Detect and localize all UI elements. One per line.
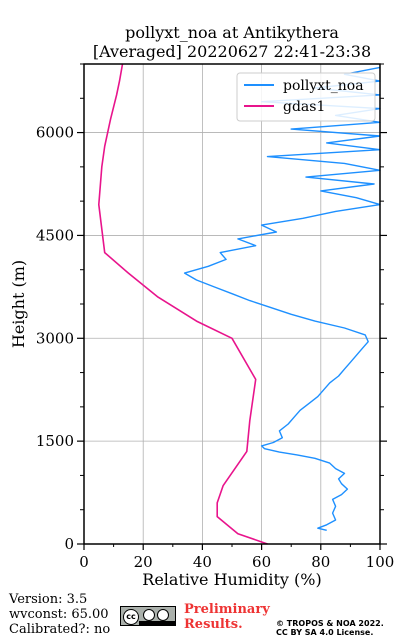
x-axis-label: Relative Humidity (%) bbox=[142, 570, 321, 589]
y-tick-label: 0 bbox=[64, 535, 74, 553]
copyright-line1: © TROPOS & NOA 2022. bbox=[276, 619, 384, 628]
preliminary-notice: Preliminary Results. bbox=[184, 602, 270, 632]
legend-label-pollyxt-noa: pollyxt_noa bbox=[283, 78, 364, 94]
series-line-gdas1 bbox=[98, 63, 268, 545]
y-tick-label: 3000 bbox=[36, 329, 74, 347]
cc-icon: cc bbox=[123, 609, 139, 625]
by-icon bbox=[143, 609, 155, 621]
y-tick-label: 4500 bbox=[36, 226, 74, 244]
badge-bar bbox=[139, 621, 175, 625]
preliminary-line1: Preliminary bbox=[184, 602, 270, 617]
calibrated-text: Calibrated?: no bbox=[9, 622, 111, 637]
cc-by-sa-badge: cc bbox=[120, 606, 176, 626]
series-layer bbox=[98, 63, 381, 545]
y-axis-label: Height (m) bbox=[9, 260, 28, 348]
x-tick-label: 40 bbox=[193, 553, 212, 571]
legend: pollyxt_noa gdas1 bbox=[236, 72, 376, 122]
x-tick-label: 60 bbox=[252, 553, 271, 571]
version-info: Version: 3.5 wvconst: 65.00 Calibrated?:… bbox=[9, 592, 110, 637]
copyright-line2: CC BY SA 4.0 License. bbox=[276, 628, 374, 637]
y-tick-label: 6000 bbox=[36, 124, 74, 142]
x-tick-label: 20 bbox=[134, 553, 153, 571]
chart-figure: pollyxt_noa at Antikythera [Averaged] 20… bbox=[9, 23, 395, 589]
x-tick-label: 80 bbox=[311, 553, 330, 571]
axis-ticks: 0 20 40 60 80 100 0 1500 3000 4500 6000 bbox=[36, 63, 395, 571]
y-tick-label: 1500 bbox=[36, 432, 74, 450]
version-text: Version: 3.5 bbox=[9, 592, 88, 607]
preliminary-line2: Results. bbox=[184, 617, 243, 632]
x-tick-label: 0 bbox=[79, 553, 89, 571]
legend-label-gdas1: gdas1 bbox=[283, 99, 325, 115]
chart-subtitle: [Averaged] 20220627 22:41-23:38 bbox=[93, 42, 371, 61]
copyright-notice: © TROPOS & NOA 2022. CC BY SA 4.0 Licens… bbox=[276, 619, 384, 637]
x-tick-label: 100 bbox=[366, 553, 395, 571]
wvconst-text: wvconst: 65.00 bbox=[9, 607, 109, 622]
sa-icon bbox=[157, 609, 169, 621]
series-line-pollyxt-noa bbox=[183, 66, 381, 531]
chart-title: pollyxt_noa at Antikythera bbox=[125, 23, 339, 42]
